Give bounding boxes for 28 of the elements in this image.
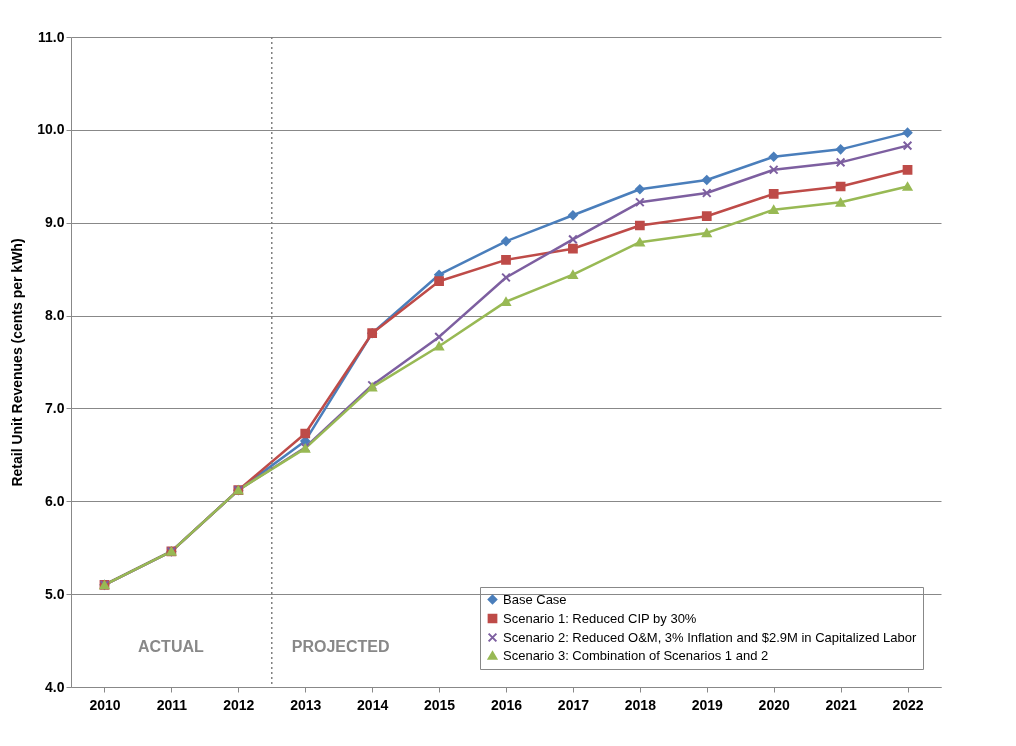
y-tick-label: 10.0: [37, 121, 65, 138]
legend-label: Scenario 2: Reduced O&M, 3% Inflation and $2.9M in Capitalized Labor: [503, 629, 918, 645]
legend-label: Scenario 1: Reduced CIP by 30%: [503, 610, 697, 626]
x-tick-label: 2012: [223, 696, 255, 713]
x-tick-label: 2021: [825, 696, 857, 713]
y-tick-label: 6.0: [45, 492, 65, 509]
y-tick-label: 9.0: [45, 214, 65, 231]
x-tick-label: 2019: [691, 696, 724, 713]
x-tick-label: 2020: [758, 696, 790, 713]
x-tick-label: 2010: [89, 696, 121, 713]
x-tick-label: 2016: [490, 696, 523, 713]
y-tick-label: 7.0: [45, 399, 65, 416]
x-tick-label: 2011: [156, 696, 188, 713]
y-tick-label: 11.0: [38, 28, 65, 45]
x-tick-label: 2022: [892, 696, 924, 713]
y-tick-label: 5.0: [45, 585, 65, 602]
x-tick-label: 2015: [424, 696, 456, 713]
x-tick-label: 2018: [624, 696, 657, 713]
y-axis-title: Retail Unit Revenues (cents per kWh): [9, 238, 26, 487]
x-tick-label: 2017: [557, 696, 590, 713]
legend-label: Base Case: [503, 591, 567, 607]
annotation: ACTUAL: [138, 638, 204, 655]
x-tick-label: 2014: [357, 696, 389, 713]
annotation: PROJECTED: [291, 638, 390, 655]
x-tick-label: 2013: [290, 696, 322, 713]
y-tick-label: 8.0: [45, 307, 65, 324]
y-tick-label: 4.0: [45, 678, 65, 695]
legend-label: Scenario 3: Combination of Scenarios 1 and 2: [503, 647, 769, 663]
